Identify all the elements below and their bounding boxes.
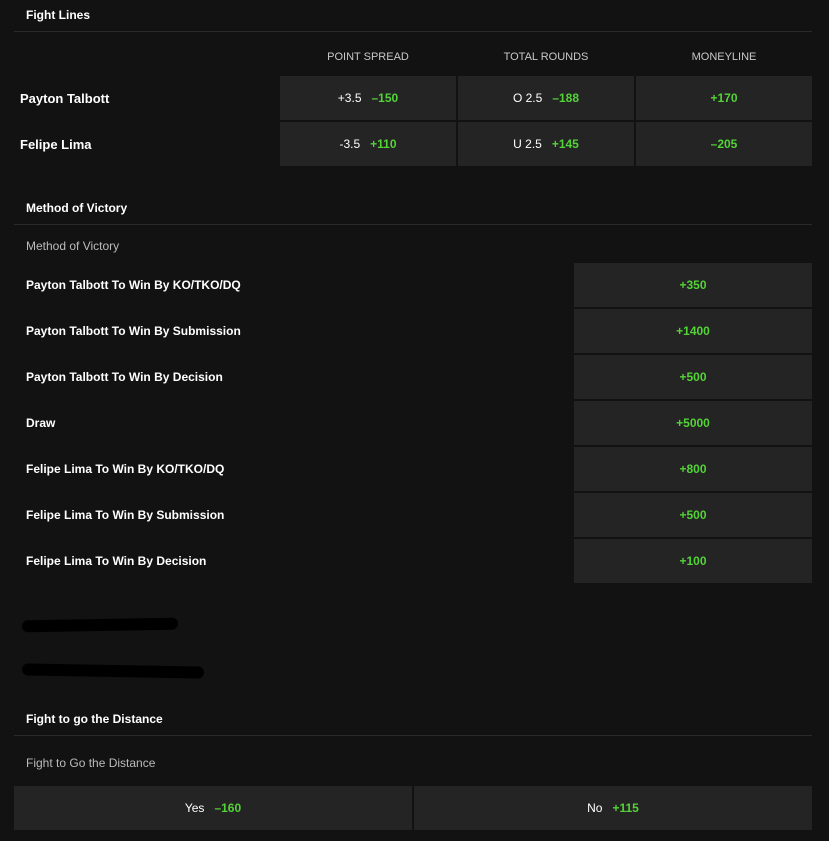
method-odds-button[interactable]: +500 bbox=[574, 355, 812, 399]
odds: +5000 bbox=[676, 416, 710, 430]
option-label: Yes bbox=[184, 801, 205, 815]
odds: –150 bbox=[371, 91, 399, 105]
fighter-name: Payton Talbott bbox=[20, 91, 110, 106]
method-label: Felipe Lima To Win By Submission bbox=[26, 508, 225, 522]
total-button[interactable]: O 2.5 –188 bbox=[458, 76, 634, 120]
method-label: Payton Talbott To Win By Decision bbox=[26, 370, 223, 384]
divider bbox=[14, 31, 812, 32]
odds: –160 bbox=[214, 801, 242, 815]
header-point-spread: POINT SPREAD bbox=[327, 51, 409, 63]
odds: +110 bbox=[370, 137, 397, 151]
method-odds-button[interactable]: +100 bbox=[574, 539, 812, 583]
method-odds-button[interactable]: +1400 bbox=[574, 309, 812, 353]
distance-no-button[interactable]: No +115 bbox=[414, 786, 812, 830]
total-line: U 2.5 bbox=[513, 137, 542, 151]
moneyline-button[interactable]: +170 bbox=[636, 76, 812, 120]
method-of-victory-title: Method of Victory bbox=[26, 201, 128, 215]
method-label: Draw bbox=[26, 416, 56, 430]
header-total-rounds: TOTAL ROUNDS bbox=[503, 51, 589, 63]
header-moneyline: MONEYLINE bbox=[691, 51, 757, 63]
total-button[interactable]: U 2.5 +145 bbox=[458, 122, 634, 166]
method-odds-button[interactable]: +500 bbox=[574, 493, 812, 537]
spread-button[interactable]: +3.5 –150 bbox=[280, 76, 456, 120]
method-label: Felipe Lima To Win By KO/TKO/DQ bbox=[26, 462, 225, 476]
method-label: Felipe Lima To Win By Decision bbox=[26, 554, 207, 568]
spread-line: +3.5 bbox=[337, 91, 362, 105]
total-line: O 2.5 bbox=[512, 91, 543, 105]
method-odds-button[interactable]: +800 bbox=[574, 447, 812, 491]
odds: +100 bbox=[679, 554, 707, 568]
redacted-scribble bbox=[21, 617, 179, 633]
method-odds-button[interactable]: +5000 bbox=[574, 401, 812, 445]
moneyline-button[interactable]: –205 bbox=[636, 122, 812, 166]
distance-subtitle: Fight to Go the Distance bbox=[26, 756, 156, 770]
odds: +500 bbox=[679, 370, 707, 384]
method-of-victory-subtitle: Method of Victory bbox=[26, 239, 120, 253]
odds: +170 bbox=[710, 91, 738, 105]
odds: +145 bbox=[551, 137, 579, 151]
odds: +800 bbox=[679, 462, 707, 476]
odds: +1400 bbox=[676, 324, 710, 338]
odds: +350 bbox=[679, 278, 707, 292]
odds: –205 bbox=[710, 137, 738, 151]
method-label: Payton Talbott To Win By KO/TKO/DQ bbox=[26, 278, 241, 292]
option-label: No bbox=[587, 801, 603, 815]
method-label: Payton Talbott To Win By Submission bbox=[26, 324, 241, 338]
fighter-name: Felipe Lima bbox=[20, 137, 92, 152]
spread-button[interactable]: -3.5 +110 bbox=[280, 122, 456, 166]
odds: +115 bbox=[612, 801, 639, 815]
divider bbox=[14, 224, 812, 225]
spread-line: -3.5 bbox=[339, 137, 361, 151]
odds: +500 bbox=[679, 508, 707, 522]
odds: –188 bbox=[552, 91, 580, 105]
divider bbox=[14, 735, 812, 736]
redacted-scribble bbox=[21, 663, 205, 679]
distance-title: Fight to go the Distance bbox=[26, 712, 163, 726]
distance-yes-button[interactable]: Yes –160 bbox=[14, 786, 412, 830]
fight-lines-title: Fight Lines bbox=[26, 8, 90, 22]
method-odds-button[interactable]: +350 bbox=[574, 263, 812, 307]
